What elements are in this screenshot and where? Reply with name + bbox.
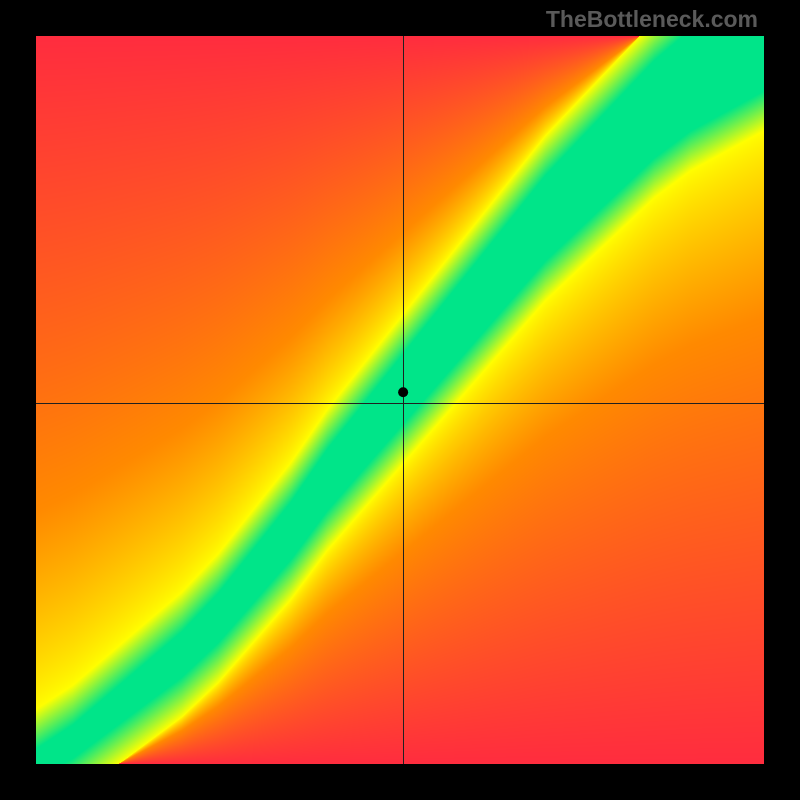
outer-frame: TheBottleneck.com — [0, 0, 800, 800]
heatmap-canvas — [36, 36, 764, 764]
plot-area — [36, 36, 764, 764]
watermark-text: TheBottleneck.com — [546, 6, 758, 33]
